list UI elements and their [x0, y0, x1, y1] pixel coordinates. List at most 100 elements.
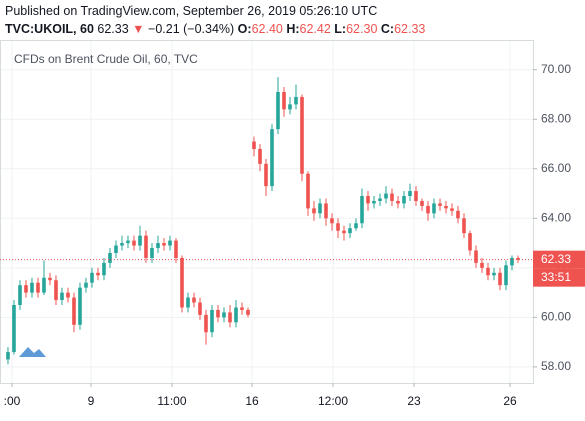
candle-body — [390, 193, 394, 201]
last-price: 62.33 — [97, 22, 129, 36]
candle-body — [438, 203, 442, 206]
candle-body — [78, 287, 82, 325]
candle-body — [96, 272, 100, 276]
published-note: Published on TradingView.com, September … — [5, 4, 378, 18]
candle-body — [246, 309, 250, 315]
candle-body — [204, 314, 208, 333]
candle-body — [102, 262, 106, 276]
candle-body — [276, 92, 280, 130]
candle-body — [252, 141, 256, 149]
candle-body — [132, 240, 136, 246]
change: −0.21 (−0.34%) — [148, 22, 235, 36]
countdown-label: 33:51 — [541, 270, 571, 284]
candle-body — [462, 218, 466, 234]
candle-body — [186, 297, 190, 308]
candle-body — [12, 304, 16, 353]
logo-shape — [19, 347, 46, 357]
x-tick-label: 11:00 — [157, 394, 186, 408]
candle-body — [468, 233, 472, 251]
candle-body — [30, 282, 34, 293]
candle-body — [300, 96, 304, 174]
candle-body — [60, 292, 64, 301]
candle-body — [198, 302, 202, 315]
x-tick-label: 9 — [88, 394, 95, 408]
y-tick-label: 58.00 — [541, 359, 571, 373]
candle-body — [312, 208, 316, 214]
y-tick-label: 60.00 — [541, 310, 571, 324]
candle-body — [504, 265, 508, 286]
candle-body — [84, 282, 88, 288]
candle-body — [288, 104, 292, 110]
candle-body — [90, 272, 94, 283]
candle-body — [330, 218, 334, 224]
ohlc-value: 62.40 — [251, 22, 283, 36]
symbol: TVC:UKOIL, 60 — [5, 22, 94, 36]
candle-body — [294, 96, 298, 105]
candle-body — [336, 223, 340, 231]
candle-body — [498, 272, 502, 286]
chart-title: CFDs on Brent Crude Oil, 60, TVC — [14, 52, 198, 66]
logo — [19, 347, 46, 357]
candle-body — [234, 307, 238, 323]
candle-body — [114, 245, 118, 253]
ohlc-value: 62.30 — [346, 22, 378, 36]
candle-body — [414, 191, 418, 201]
candle-body — [378, 198, 382, 201]
candle-body — [426, 205, 430, 214]
countdown-box — [533, 268, 585, 287]
last-price-box — [533, 250, 585, 269]
y-tick-label: 68.00 — [541, 111, 571, 125]
candle-body — [510, 257, 514, 266]
candle-body — [168, 240, 172, 246]
symbol-line: TVC:UKOIL, 60 62.33 ▼ −0.21 (−0.34%) O:6… — [5, 22, 425, 36]
candle-body — [432, 203, 436, 214]
plot-area — [0, 40, 533, 383]
candle-body — [144, 235, 148, 258]
candle-body — [222, 312, 226, 318]
y-tick-label: 64.00 — [541, 210, 571, 224]
candle-body — [36, 282, 40, 293]
change-arrow: ▼ — [132, 22, 145, 36]
candle-body — [360, 196, 364, 224]
candle-body — [348, 228, 352, 234]
candle-body — [180, 257, 184, 308]
candle-body — [366, 196, 370, 204]
candle-body — [66, 292, 70, 298]
candle-body — [156, 243, 160, 249]
ohlc-value: 62.33 — [394, 22, 426, 36]
plot-frame — [0, 40, 534, 384]
candle-body — [516, 257, 520, 260]
ohlc-value: 62.42 — [299, 22, 331, 36]
candle-body — [138, 235, 142, 246]
candle-body — [264, 163, 268, 187]
candle-body — [6, 352, 10, 360]
ohlc-label: O: — [237, 22, 252, 36]
x-tick-label: 16 — [245, 394, 259, 408]
candle-body — [450, 208, 454, 211]
x-tick-label: 12:00 — [318, 394, 348, 408]
candle-body — [150, 248, 154, 258]
candle-body — [216, 309, 220, 318]
candle-body — [120, 243, 124, 246]
candle-body — [480, 262, 484, 268]
candle-body — [174, 240, 178, 258]
last-price-label: 62.33 — [541, 252, 571, 266]
ohlc-label: H: — [286, 22, 300, 36]
x-tick-label: :00 — [4, 394, 21, 408]
candle-body — [396, 200, 400, 204]
y-tick-label: 70.00 — [541, 62, 571, 76]
candle-body — [408, 191, 412, 197]
candle-body — [54, 280, 58, 301]
candle-body — [228, 312, 232, 323]
candle-body — [18, 285, 22, 305]
candle-body — [474, 250, 478, 263]
ohlc-label: L: — [334, 22, 347, 36]
candle-body — [24, 285, 28, 293]
x-tick-label: 23 — [407, 394, 421, 408]
candle-body — [492, 272, 496, 276]
candle-body — [42, 277, 46, 293]
candle-body — [402, 196, 406, 204]
candle-body — [108, 252, 112, 263]
